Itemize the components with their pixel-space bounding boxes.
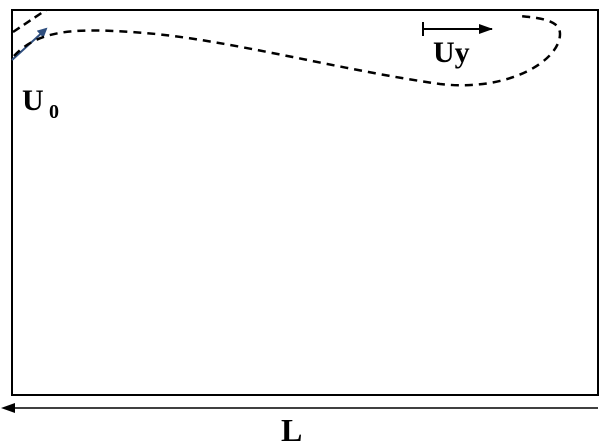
inlet-velocity-label: U <box>22 84 44 117</box>
length-label: L <box>281 412 302 445</box>
drift-velocity-label: Uy <box>433 36 470 69</box>
inlet-velocity-subscript: 0 <box>49 101 59 123</box>
jet-path <box>13 14 562 87</box>
domain-boundary <box>11 9 599 396</box>
inlet-wall-dashes <box>12 8 47 34</box>
